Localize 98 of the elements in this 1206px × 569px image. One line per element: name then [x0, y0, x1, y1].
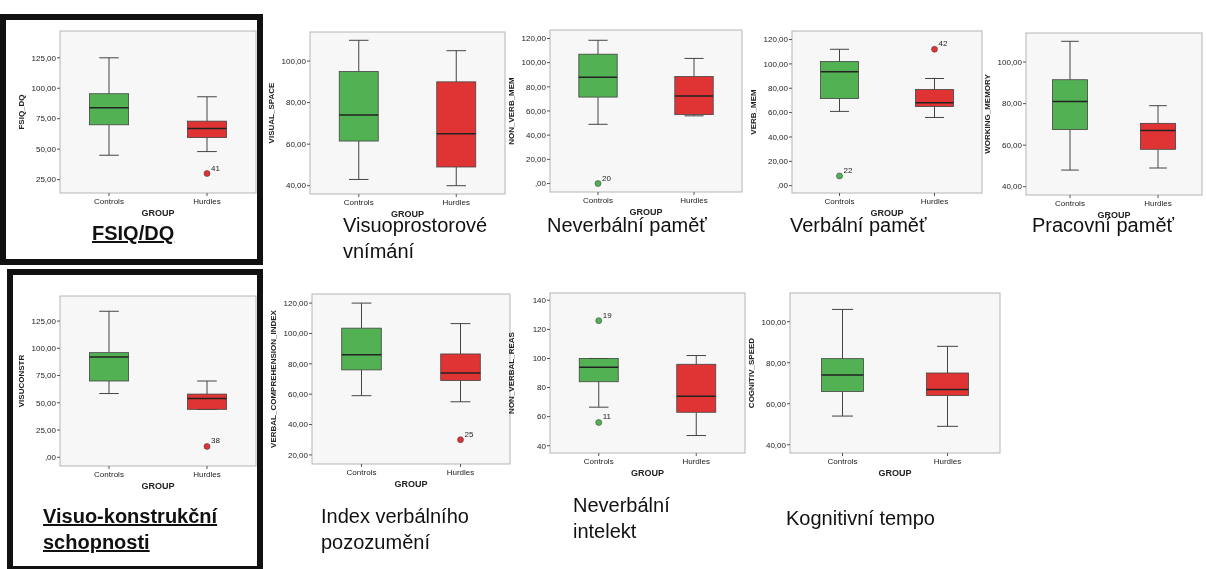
y-tick-label: ,00 [534, 179, 547, 189]
annotation: 38 [211, 436, 221, 446]
text: Index verbálního pozozumění [321, 505, 469, 553]
y-axis-title: VISUAL_SPACE [267, 81, 276, 144]
x-axis-title: GROUP [394, 479, 428, 489]
y-tick-label: 40,00 [1001, 182, 1023, 192]
y-tick-label: 100 [532, 354, 547, 364]
x-tick-label: Hurdles [680, 196, 708, 205]
x-axis-title: GROUP [390, 209, 425, 219]
y-tick-label: 100,00 [521, 58, 547, 68]
y-tick-label: 20,00 [525, 155, 547, 165]
y-tick-label: 60,00 [525, 106, 547, 116]
annotation: 22 [843, 165, 853, 175]
y-axis-title: WORKING_MEMORY [983, 73, 992, 154]
x-tick-label: Hurdles [682, 457, 711, 466]
x-tick-label: Hurdles [193, 470, 221, 479]
x-tick-label: Controls [824, 197, 855, 206]
y-tick-label: 120 [532, 325, 547, 335]
y-tick-label: 125,00 [31, 53, 57, 63]
y-axis-title: NON_VERB_MEM [507, 76, 516, 145]
x-tick-label: Hurdles [193, 197, 221, 206]
y-tick-label: 80,00 [287, 359, 309, 369]
y-tick-label: 25,00 [35, 175, 57, 185]
y-tick-label: 100,00 [281, 56, 307, 66]
y-tick-label: 100,00 [31, 84, 57, 94]
x-axis-title: GROUP [878, 468, 912, 478]
y-tick-label: 40 [537, 441, 547, 451]
y-tick-label: 80,00 [767, 84, 789, 94]
x-tick-label: Hurdles [933, 457, 962, 466]
x-tick-label: Hurdles [1144, 199, 1172, 208]
x-tick-label: Controls [94, 470, 124, 479]
y-tick-label: 100,00 [31, 344, 57, 354]
y-tick-label: 120,00 [283, 298, 309, 308]
y-axis-title: NON_VERBAL_REAS [507, 331, 516, 414]
y-tick-label: 100,00 [761, 317, 787, 327]
annotation: 11 [602, 412, 612, 422]
y-axis-title: FSIQ_DQ [17, 94, 26, 130]
text: Visuo-konstrukční schopnosti [43, 505, 219, 553]
y-tick-label: 60,00 [767, 108, 789, 118]
x-tick-label: Controls [343, 198, 374, 207]
y-tick-label: 40,00 [287, 420, 309, 430]
y-tick-label: 50,00 [35, 144, 57, 154]
x-axis-title: GROUP [630, 468, 665, 478]
x-axis-title: GROUP [629, 207, 663, 217]
y-tick-label: 140 [532, 296, 547, 306]
y-tick-label: 100,00 [763, 59, 789, 69]
text: Kognitivní tempo [786, 507, 935, 529]
y-tick-label: 75,00 [35, 114, 57, 124]
x-tick-label: Controls [346, 468, 377, 477]
y-tick-label: 60,00 [1001, 140, 1023, 150]
x-axis-title: GROUP [141, 208, 175, 218]
x-tick-label: Hurdles [442, 198, 471, 207]
text: FSIQ/DQ [92, 222, 175, 244]
y-tick-label: ,00 [44, 453, 57, 463]
y-tick-label: 80,00 [285, 98, 307, 108]
y-tick-label: 120,00 [521, 34, 547, 44]
x-axis-title: GROUP [870, 208, 904, 218]
x-axis-title: GROUP [141, 481, 175, 491]
y-tick-label: 50,00 [35, 398, 57, 408]
y-tick-label: 60,00 [287, 389, 309, 399]
y-axis-title: VISUCONSTR [17, 354, 26, 408]
y-tick-label: 25,00 [35, 425, 57, 435]
y-axis-title: COGNITIV_SPEED [747, 337, 756, 409]
y-tick-label: 120,00 [763, 35, 789, 45]
x-tick-label: Controls [1055, 199, 1085, 208]
y-tick-label: 40,00 [525, 130, 547, 140]
x-tick-label: Hurdles [920, 197, 949, 206]
y-tick-label: 100,00 [283, 329, 309, 339]
annotation: 19 [602, 310, 613, 320]
y-tick-label: 125,00 [31, 316, 57, 326]
y-tick-label: 80,00 [765, 358, 787, 368]
x-tick-label: Controls [583, 196, 613, 205]
y-tick-label: 80 [537, 383, 547, 393]
y-tick-label: 60,00 [285, 139, 307, 149]
y-tick-label: 40,00 [767, 132, 789, 142]
y-tick-label: 80,00 [525, 82, 547, 92]
y-tick-label: 20,00 [767, 157, 789, 167]
x-tick-label: Controls [827, 457, 858, 466]
x-tick-label: Controls [94, 197, 124, 206]
y-axis-title: VERBAL_COMPREHENSION_INDEX [269, 309, 278, 448]
x-tick-label: Hurdles [446, 468, 475, 477]
text: Neverbální intelekt [573, 494, 671, 542]
annotation: 20 [602, 173, 612, 183]
y-tick-label: 40,00 [285, 181, 307, 191]
x-tick-label: Controls [583, 457, 614, 466]
annotation: 42 [938, 39, 948, 49]
y-tick-label: 60,00 [765, 399, 787, 409]
y-tick-label: 40,00 [765, 440, 787, 450]
y-tick-label: 20,00 [287, 450, 309, 460]
annotation: 41 [211, 163, 221, 173]
y-axis-title: VERB_MEM [749, 89, 758, 135]
y-tick-label: 100,00 [997, 57, 1023, 67]
y-tick-label: 80,00 [1001, 99, 1023, 109]
annotation: 25 [464, 429, 474, 439]
y-tick-label: 75,00 [35, 371, 57, 381]
y-tick-label: ,00 [776, 181, 789, 191]
y-tick-label: 60 [537, 412, 547, 422]
text: Neverbální paměť [547, 214, 708, 236]
